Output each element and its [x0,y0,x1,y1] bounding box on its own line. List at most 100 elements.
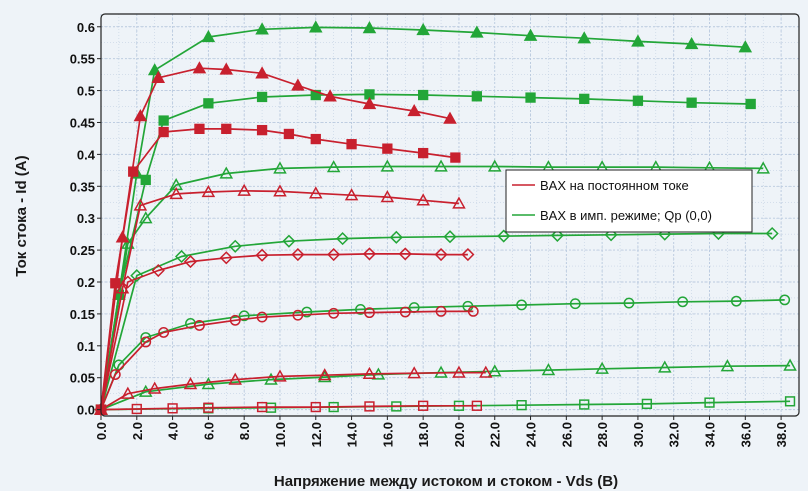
data-point [327,248,341,262]
data-point [121,236,135,249]
data-point [203,98,214,109]
legend-label-dc: BAX на постоянном токе [540,178,689,193]
data-point [416,193,430,206]
data-point [201,377,216,390]
y-tick-label: 0.2 [77,275,95,290]
data-point [140,174,151,186]
data-point [407,366,421,379]
data-point [158,326,170,338]
series-dc [94,247,475,417]
data-point [382,143,393,154]
x-tick-label: 14.0 [345,422,360,447]
data-point [133,109,148,122]
x-tick-label: 6.0 [201,422,216,440]
series-dc [95,400,482,415]
series-line [100,404,477,411]
series-line [100,299,785,410]
series-line [100,67,451,410]
data-point [745,98,756,110]
data-point [308,186,323,199]
data-point [364,401,375,412]
data-point [443,111,457,124]
data-point [783,358,797,371]
data-point [194,123,205,135]
y-tick-label: 0.4 [77,147,96,162]
data-point [380,159,395,172]
data-point [577,31,592,44]
x-tick-label: 30.0 [631,422,646,447]
data-point [201,184,216,198]
data-point [282,234,296,248]
data-point [221,123,232,135]
x-tick-label: 34.0 [703,422,718,447]
data-point [569,298,581,310]
series-line [100,189,459,410]
data-point [730,295,742,307]
data-point [784,396,796,407]
data-point [140,336,152,348]
y-tick-label: 0.55 [70,52,95,67]
data-point [228,239,242,253]
data-point [328,307,340,319]
data-point [256,311,268,323]
data-point [238,310,250,322]
data-point [128,166,139,177]
data-point [450,152,461,163]
data-point [579,399,590,410]
x-tick-label: 8.0 [237,422,252,440]
data-point [283,128,295,140]
data-point [121,275,135,289]
data-point [151,263,165,278]
data-point [525,92,536,103]
data-point [470,25,484,38]
x-tick-label: 18.0 [416,422,431,447]
data-point [362,20,377,34]
series-line [100,165,764,410]
data-point [256,124,268,136]
series-dc [95,305,479,416]
data-point [479,365,493,378]
data-point [151,70,166,83]
data-point [467,305,479,317]
data-point [256,401,268,413]
data-point [255,22,269,35]
data-point [434,248,448,262]
data-point [516,299,528,311]
data-point [720,359,735,372]
data-point [418,147,429,159]
data-point [219,62,234,75]
data-point [158,115,169,126]
data-point [497,229,511,243]
data-point [273,161,287,174]
plot-frame [100,13,800,417]
data-point [219,166,234,179]
y-axis-title: Ток стока - Id (A) [13,155,30,276]
data-point [228,372,243,385]
y-tick-label: 0.25 [70,243,95,258]
data-point [308,20,323,33]
data-point [291,248,305,262]
y-tick-label: 0.6 [77,20,95,35]
data-point [364,307,375,319]
data-point [264,372,278,385]
data-point [443,230,457,244]
data-point [362,366,377,380]
axes: 0.0 2.0 4.0 6.0 8.0 10.0 12.0 14.0 16.0 18.0 20.0 2… [70,13,800,447]
data-point [147,381,162,394]
y-tick-label: 0.3 [77,211,95,226]
x-axis-title: Напряжение между истоком и стоком - Vds … [274,473,618,490]
y-tick-label: 0.05 [70,371,95,386]
series-dc [95,123,461,415]
data-point [131,403,142,415]
data-point [756,161,770,174]
data-point [201,29,216,43]
data-point [273,369,287,382]
series-line [100,371,486,411]
data-point [138,211,153,224]
data-point [344,188,359,201]
data-point [631,34,645,47]
y-tick-label: 0.5 [77,84,95,99]
y-tick-label: 0.35 [70,179,95,194]
